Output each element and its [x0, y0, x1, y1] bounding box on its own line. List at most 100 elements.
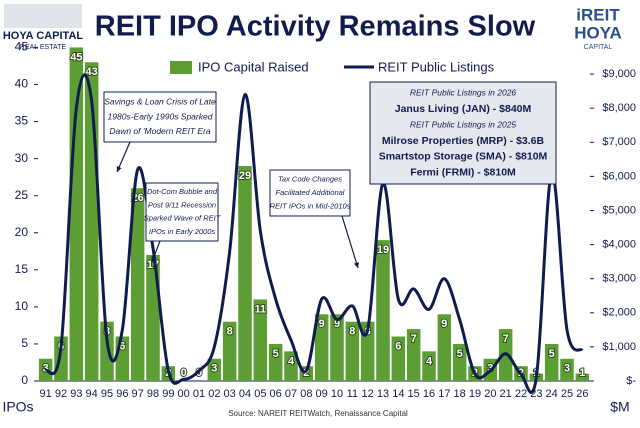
bar — [437, 314, 452, 381]
x-tick-label: 97 — [132, 388, 144, 400]
x-tick-label: 03 — [224, 388, 236, 400]
annotation-text: IPOs in Early 2000s — [149, 227, 216, 236]
x-tick-label: 12 — [362, 388, 374, 400]
annotation-arrow — [341, 215, 359, 269]
bar — [238, 166, 252, 381]
y2-tick-label: $7,000 — [602, 136, 636, 148]
logo-right: iREIT HOYA CAPITAL — [574, 5, 622, 50]
arrow-head — [353, 262, 359, 268]
bar — [253, 299, 268, 381]
annotation: Dot-Com Bubble and Post 9/11 Recession Spa… — [144, 182, 222, 263]
bar — [406, 329, 421, 381]
x-tick-label: 91 — [40, 388, 52, 400]
x-tick-label: 13 — [377, 388, 389, 400]
bar — [284, 351, 298, 381]
bar — [100, 321, 114, 381]
chart-title: REIT IPO Activity Remains Slow — [95, 11, 536, 43]
y-tick-label: 0 — [21, 373, 28, 387]
x-tick-label: 09 — [316, 388, 328, 400]
bar — [222, 321, 237, 381]
x-tick-label: 95 — [101, 388, 113, 400]
x-tick-label: 06 — [270, 388, 282, 400]
x-tick-label: 01 — [193, 388, 205, 400]
x-tick-label: 24 — [546, 388, 558, 400]
y2-tick-label: $4,000 — [602, 239, 636, 251]
x-tick-label: 92 — [55, 388, 67, 400]
annotation-text: Dawn of 'Modern REIT Era — [109, 126, 211, 136]
annotation-text: Smartstop Storage (SMA) - $810M — [379, 151, 548, 163]
x-tick-label: 96 — [116, 388, 128, 400]
y-tick-label: 25 — [15, 188, 29, 202]
arrow-head — [151, 256, 157, 262]
logo-left: HOYA CAPITAL REAL ESTATE — [3, 4, 83, 51]
annotation: REIT Public Listings in 2026 Janus Living… — [369, 81, 557, 185]
annotation: Savings & Loan Crisis of Late 1980s-Early… — [103, 91, 217, 173]
line — [44, 73, 584, 394]
y-tick-label: 15 — [15, 262, 29, 276]
y2-tick-label: $- — [626, 375, 636, 387]
data-label: 3 — [487, 363, 493, 375]
y2-tick-label: $3,000 — [602, 273, 636, 285]
bar — [345, 321, 360, 381]
data-label: 3 — [564, 363, 570, 375]
data-label: 3 — [43, 363, 49, 375]
annotation-text: REIT Public Listings in 2025 — [410, 119, 517, 129]
annotation-text: Post 9/11 Recession — [148, 200, 216, 209]
annotation-box — [103, 91, 217, 143]
x-tick-label: 07 — [285, 388, 297, 400]
x-tick-label: 99 — [162, 388, 174, 400]
annotation-text: Dot-Com Bubble and — [147, 187, 218, 196]
x-tick-label: 20 — [484, 388, 496, 400]
x-tick-label: 02 — [208, 388, 220, 400]
annotation-text: Savings & Loan Crisis of Late — [104, 97, 216, 107]
x-tick-label: 22 — [515, 388, 527, 400]
data-label: 9 — [319, 318, 325, 330]
legend-label: IPO Capital Raised — [198, 59, 309, 74]
bar — [391, 336, 406, 381]
data-label: 9 — [441, 318, 447, 330]
data-label: 7 — [503, 333, 509, 345]
logo-text: HOYA — [574, 23, 622, 42]
data-label: 3 — [211, 363, 217, 375]
x-tick-label: 14 — [392, 388, 404, 400]
bar — [544, 343, 559, 381]
x-tick-label: 98 — [147, 388, 159, 400]
data-label: 29 — [239, 170, 251, 182]
y-axis-title: IPOs — [2, 399, 33, 415]
x-tick-label: 19 — [469, 388, 481, 400]
data-label: 6 — [395, 340, 401, 352]
bar — [575, 373, 590, 381]
y-tick-label: 10 — [15, 299, 29, 313]
annotation-text: Milrose Properties (MRP) - $3.6B — [382, 135, 545, 147]
x-tick-label: 00 — [178, 388, 190, 400]
data-label: 9 — [334, 318, 340, 330]
data-label: 8 — [349, 326, 355, 338]
data-label: 2 — [303, 367, 309, 379]
x-tick-label: 04 — [239, 388, 251, 400]
legend-label: REIT Public Listings — [378, 59, 495, 74]
annotation-text: REIT IPOs in Mid-2010s — [270, 202, 351, 211]
data-label: 11 — [255, 303, 267, 315]
annotation-text: Tax Code Changes — [278, 174, 342, 183]
bar — [314, 314, 329, 381]
y-tick-label: 30 — [15, 151, 29, 165]
logo-skyline — [4, 4, 82, 28]
x-tick-label: 94 — [86, 388, 98, 400]
y2-tick-label: $9,000 — [602, 68, 636, 80]
y2-tick-label: $5,000 — [602, 204, 636, 216]
x-tick-label: 16 — [423, 388, 435, 400]
data-label: 19 — [377, 244, 389, 256]
x-tick-label: 26 — [576, 388, 588, 400]
x-tick-label: 08 — [300, 388, 312, 400]
bar — [330, 314, 344, 381]
data-label: 7 — [411, 333, 417, 345]
legend-swatch — [170, 61, 192, 74]
y2-tick-label: $6,000 — [602, 170, 636, 182]
x-tick-label: 11 — [347, 388, 358, 400]
bar — [376, 240, 390, 381]
x-tick-label: 17 — [438, 388, 450, 400]
annotation-text: Fermi (FRMI) - $810M — [410, 167, 516, 179]
annotation-text: 1980s-Early 1990s Sparked — [108, 111, 213, 121]
logo-text: iREIT — [576, 5, 620, 24]
